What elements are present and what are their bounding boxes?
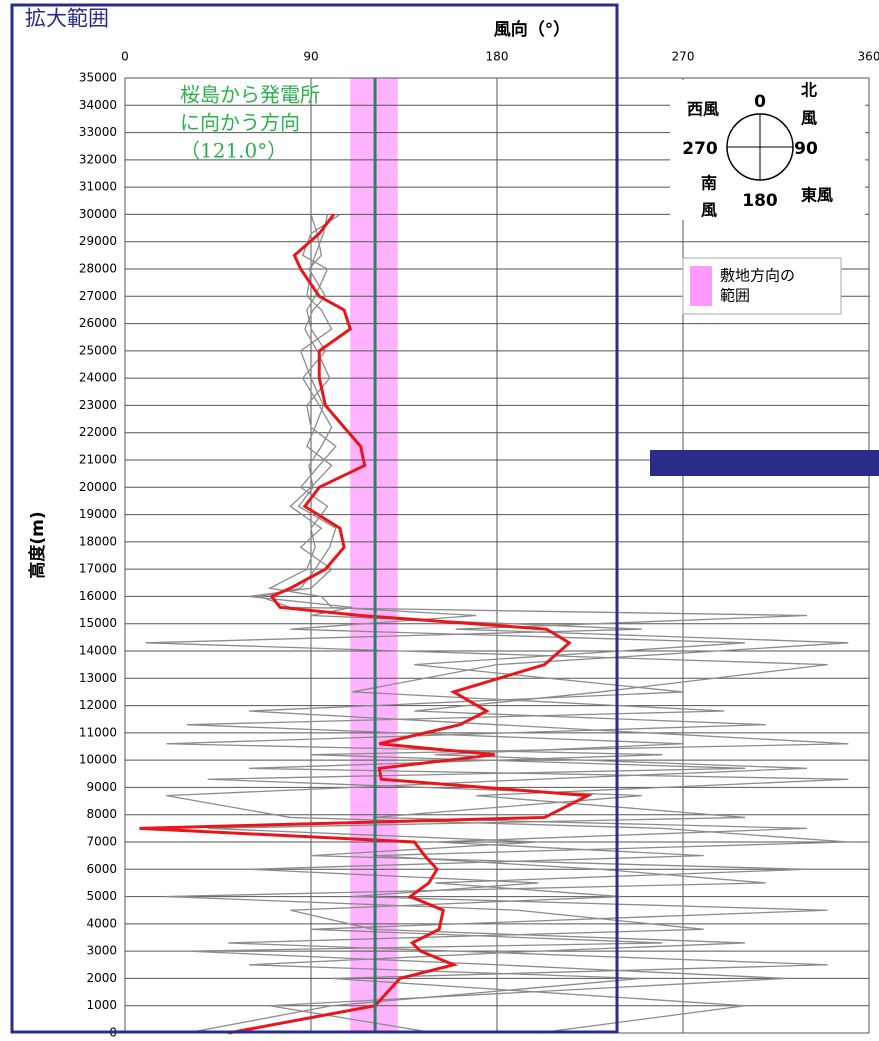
compass-wind: 風 <box>701 201 717 220</box>
x-tick-label: 0 <box>121 50 129 64</box>
series-line <box>186 214 849 1034</box>
y-tick-label: 5000 <box>86 889 117 903</box>
compass-wind: 北 <box>801 81 817 100</box>
y-tick-label: 10000 <box>79 753 117 767</box>
y-tick-label: 20000 <box>79 480 117 494</box>
y-tick-label: 27000 <box>79 289 117 303</box>
compass-bg <box>670 80 865 220</box>
x-axis-title: 風向（°） <box>494 19 571 40</box>
y-tick-label: 32000 <box>79 152 117 166</box>
y-tick-label: 34000 <box>79 98 117 112</box>
y-tick-label: 2000 <box>86 971 117 985</box>
y-axis-title: 高度(m) <box>27 511 48 578</box>
y-tick-label: 30000 <box>79 207 117 221</box>
y-tick-label: 7000 <box>86 835 117 849</box>
y-tick-label: 28000 <box>79 262 117 276</box>
x-tick-label: 90 <box>303 50 318 64</box>
compass-wind: 東風 <box>801 186 833 205</box>
y-tick-label: 33000 <box>79 125 117 139</box>
y-tick-label: 21000 <box>79 453 117 467</box>
y-tick-label: 15000 <box>79 616 117 630</box>
legend-label: 範囲 <box>720 287 750 305</box>
y-tick-label: 4000 <box>86 916 117 930</box>
x-tick-label: 270 <box>672 50 695 64</box>
y-tick-label: 3000 <box>86 944 117 958</box>
annotation: （121.0°） <box>180 139 287 163</box>
y-tick-label: 31000 <box>79 180 117 194</box>
y-tick-label: 18000 <box>79 534 117 548</box>
y-tick-label: 11000 <box>79 725 117 739</box>
compass-degree: 180 <box>742 191 778 211</box>
y-tick-label: 6000 <box>86 862 117 876</box>
y-tick-label: 26000 <box>79 316 117 330</box>
series-line <box>145 214 849 1034</box>
y-tick-label: 13000 <box>79 671 117 685</box>
y-tick-label: 23000 <box>79 398 117 412</box>
y-tick-label: 19000 <box>79 507 117 521</box>
y-tick-label: 35000 <box>79 71 117 85</box>
y-tick-label: 16000 <box>79 589 117 603</box>
y-tick-label: 9000 <box>86 780 117 794</box>
y-tick-label: 8000 <box>86 807 117 821</box>
legend-label: 敷地方向の <box>720 267 795 285</box>
y-tick-label: 12000 <box>79 698 117 712</box>
compass-wind: 南 <box>701 174 717 193</box>
compass-degree: 90 <box>794 139 818 159</box>
series-line <box>166 213 849 1034</box>
compass-wind: 風 <box>801 109 817 128</box>
compass-degree: 270 <box>682 139 718 159</box>
annotation: 桜島から発電所 <box>180 83 320 107</box>
series-line <box>139 213 594 1035</box>
range-frame <box>10 3 619 1034</box>
compass-wind: 西風 <box>687 100 719 119</box>
annotation: に向かう方向 <box>180 111 300 135</box>
legend-swatch <box>690 266 712 306</box>
chart-title: 拡大範囲 <box>25 7 109 31</box>
x-tick-label: 360 <box>858 50 879 64</box>
x-tick-label: 180 <box>486 50 509 64</box>
y-tick-label: 14000 <box>79 644 117 658</box>
y-tick-label: 1000 <box>86 998 117 1012</box>
y-tick-label: 22000 <box>79 425 117 439</box>
y-tick-label: 17000 <box>79 562 117 576</box>
y-tick-label: 24000 <box>79 371 117 385</box>
compass-degree: 0 <box>754 92 766 112</box>
y-tick-label: 29000 <box>79 234 117 248</box>
y-tick-label: 25000 <box>79 343 117 357</box>
range-marker <box>650 450 879 476</box>
